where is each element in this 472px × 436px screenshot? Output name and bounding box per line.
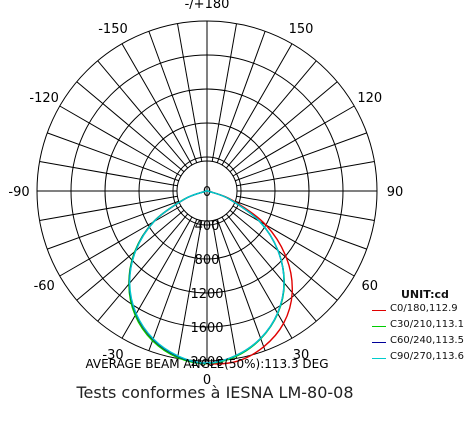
beam-angle-annotation: AVERAGE BEAM ANGLE(50%):113.3 DEG xyxy=(85,357,328,371)
angle-label: -60 xyxy=(34,279,55,294)
angle-label: -90 xyxy=(8,185,29,200)
grid-spoke xyxy=(47,200,179,250)
grid-spoke xyxy=(211,23,238,162)
grid-ring xyxy=(70,54,344,328)
angle-label: 90 xyxy=(387,185,404,200)
legend-label-c60: C60/240,113.5 xyxy=(390,335,464,346)
grid-spoke xyxy=(59,105,182,177)
grid-spoke xyxy=(235,200,367,250)
angle-label: -/+180 xyxy=(185,0,230,12)
grid-spoke xyxy=(236,160,375,187)
radial-tick-label: 1200 xyxy=(190,287,223,302)
grid-spoke xyxy=(229,81,338,173)
grid-spoke xyxy=(232,105,355,177)
grid-spoke xyxy=(39,195,178,222)
angle-label: 150 xyxy=(289,22,314,37)
unit-label: UNIT:cd xyxy=(401,288,449,301)
angle-label: 120 xyxy=(357,91,382,106)
grid-spoke xyxy=(97,60,189,169)
grid-spoke xyxy=(221,216,293,339)
grid-spoke xyxy=(225,60,317,169)
radial-tick-label: 400 xyxy=(195,219,220,234)
grid-ring xyxy=(36,20,378,362)
radial-tick-label: 800 xyxy=(195,253,220,268)
grid-spoke xyxy=(176,220,203,359)
grid-spoke xyxy=(236,195,375,222)
legend-swatch-c60 xyxy=(372,342,386,343)
grid-spoke xyxy=(76,81,185,173)
footer-text: Tests conformes à IESNA LM-80-08 xyxy=(76,383,354,402)
grid-spoke xyxy=(216,219,266,351)
angle-label: 30 xyxy=(293,348,310,363)
grid-spoke xyxy=(225,213,317,322)
legend-swatch-c30 xyxy=(372,326,386,327)
grid-spoke xyxy=(59,205,182,277)
grid-spoke xyxy=(221,43,293,166)
grid-ring xyxy=(172,156,242,226)
radial-tick-label: 1600 xyxy=(190,321,223,336)
grid-spoke xyxy=(47,132,179,182)
grid-ring xyxy=(104,88,310,294)
angle-label: 60 xyxy=(362,279,379,294)
grid-spoke xyxy=(121,216,193,339)
grid-spoke xyxy=(97,213,189,322)
angle-label: -150 xyxy=(98,22,128,37)
grid-spoke xyxy=(121,43,193,166)
angle-label: 0 xyxy=(203,373,211,388)
grid-spoke xyxy=(232,205,355,277)
grid-spoke xyxy=(229,209,338,301)
grid-spoke xyxy=(76,209,185,301)
legend-swatch-c90 xyxy=(372,358,386,359)
angle-label: -120 xyxy=(29,91,59,106)
legend-label-c90: C90/270,113.6 xyxy=(390,351,464,362)
grid-spoke xyxy=(148,31,198,163)
grid-spoke xyxy=(148,219,198,351)
legend-label-c30: C30/210,113.1 xyxy=(390,319,464,330)
legend-label-c0: C0/180,112.9 xyxy=(390,303,458,314)
grid-spoke xyxy=(211,220,238,359)
grid-spoke xyxy=(176,23,203,162)
series-line-3 xyxy=(128,189,285,364)
grid-ring xyxy=(138,122,276,260)
angle-label: -30 xyxy=(102,348,123,363)
grid-spoke xyxy=(235,132,367,182)
radial-tick-label: 0 xyxy=(203,185,211,200)
grid-spoke xyxy=(39,160,178,187)
grid-spoke xyxy=(216,31,266,163)
legend-swatch-c0 xyxy=(372,310,386,311)
